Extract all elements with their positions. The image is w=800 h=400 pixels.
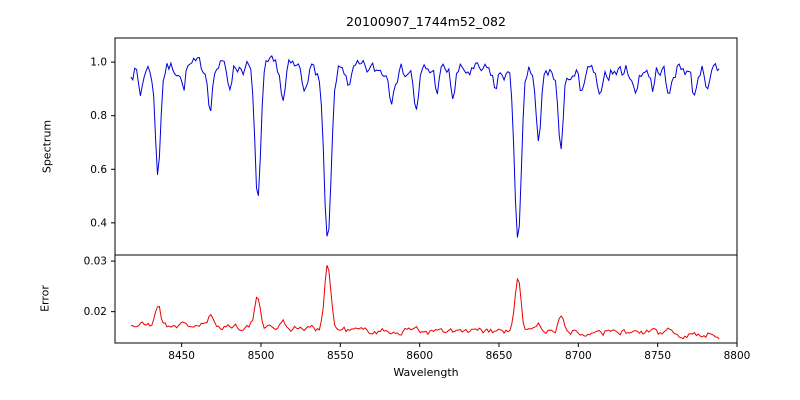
y-tick-label: 0.4	[90, 217, 107, 229]
x-tick-label: 8500	[248, 350, 275, 362]
y-tick-label: 0.02	[84, 306, 107, 318]
x-tick-label: 8550	[327, 350, 354, 362]
axes-frame	[114, 37, 738, 344]
x-tick-label: 8450	[168, 350, 195, 362]
y-tick-label: 0.6	[90, 164, 107, 176]
y-tick-label: 0.8	[90, 110, 107, 122]
y-tick-label: 1.0	[90, 57, 107, 69]
x-tick-label: 8600	[406, 350, 433, 362]
y-tick-label: 0.03	[84, 256, 107, 268]
y-axis-label-spectrum: Spectrum	[40, 119, 54, 174]
x-tick-label: 8700	[565, 350, 592, 362]
chart-title: 20100907_1744m52_082	[346, 14, 506, 29]
x-tick-label: 8800	[724, 350, 751, 362]
spectrum-line	[130, 55, 720, 238]
error-line	[130, 265, 720, 340]
x-tick-label: 8750	[644, 350, 671, 362]
x-axis-label: Wavelength	[393, 366, 459, 379]
x-tick-label: 8650	[486, 350, 513, 362]
y-axis-label-error: Error	[38, 285, 52, 312]
